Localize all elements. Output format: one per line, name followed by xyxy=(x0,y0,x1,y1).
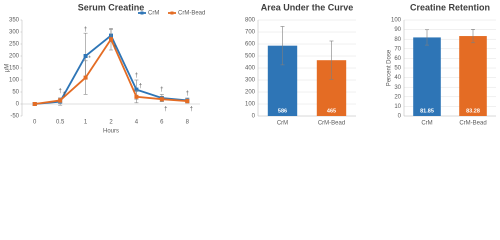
x-tick-label: CrM xyxy=(421,121,432,127)
legend-label: CrM xyxy=(148,11,159,17)
bar xyxy=(459,36,487,116)
chart-title: Area Under the Curve xyxy=(261,2,354,12)
data-point xyxy=(83,54,88,58)
y-tick-label: 300 xyxy=(245,78,256,84)
x-tick-label: 0 xyxy=(33,120,37,126)
y-tick-label: 400 xyxy=(245,66,256,72)
x-tick-label: CrM-Bead xyxy=(318,121,345,127)
y-tick-label: 800 xyxy=(245,18,256,24)
data-point xyxy=(58,98,63,103)
annotation: † xyxy=(186,91,189,97)
x-tick-label: 6 xyxy=(160,120,164,126)
x-tick-label: 0.5 xyxy=(56,120,65,126)
x-tick-label: 4 xyxy=(135,120,139,126)
annotation: † xyxy=(164,106,167,112)
x-tick-label: 2 xyxy=(109,120,113,126)
y-tick-label: 300 xyxy=(9,30,20,36)
value-label: 81.85 xyxy=(420,108,434,114)
y-axis-label: Percent Dose xyxy=(387,49,393,86)
y-tick-label: 350 xyxy=(9,18,20,24)
annotation: † xyxy=(84,27,87,33)
y-tick-label: 100 xyxy=(391,18,402,24)
annotation: * xyxy=(88,56,91,62)
annotation: † xyxy=(190,106,193,112)
value-label: 586 xyxy=(278,108,287,114)
y-tick-label: 700 xyxy=(245,30,256,36)
chart-title: Serum Creatine xyxy=(78,2,145,12)
annotation: † xyxy=(62,92,65,98)
annotation: † xyxy=(113,45,116,51)
y-tick-label: 60 xyxy=(394,56,401,62)
value-label: 83.28 xyxy=(466,108,480,114)
data-point xyxy=(185,99,190,104)
x-tick-label: CrM xyxy=(277,121,288,127)
y-tick-label: 30 xyxy=(394,85,401,91)
y-axis-label: μM xyxy=(5,64,11,72)
data-point xyxy=(134,94,139,99)
figure: Serum CreatineμMHours-500501001502002503… xyxy=(5,2,496,135)
annotation: † xyxy=(160,87,163,93)
y-tick-label: 20 xyxy=(394,94,401,100)
y-tick-label: 100 xyxy=(9,78,20,84)
bar xyxy=(413,37,441,117)
y-tick-label: -50 xyxy=(10,114,19,120)
chart-title: Creatine Retention xyxy=(410,2,490,12)
y-tick-label: 0 xyxy=(252,114,256,120)
data-point xyxy=(109,37,113,42)
y-tick-label: 90 xyxy=(394,27,401,33)
y-tick-label: 200 xyxy=(9,54,20,60)
data-point xyxy=(159,97,164,102)
annotation: † xyxy=(139,84,142,90)
y-tick-label: 200 xyxy=(245,90,256,96)
annotation: † xyxy=(58,88,61,94)
y-tick-label: 100 xyxy=(245,102,256,108)
data-point xyxy=(83,75,88,80)
y-tick-label: 10 xyxy=(394,104,401,110)
annotation: † xyxy=(135,73,138,79)
y-tick-label: 80 xyxy=(394,37,401,43)
y-tick-label: 0 xyxy=(16,102,20,108)
value-label: 465 xyxy=(327,108,336,114)
y-tick-label: 600 xyxy=(245,42,256,48)
x-tick-label: 1 xyxy=(84,120,88,126)
y-tick-label: 250 xyxy=(9,42,20,48)
y-tick-label: 0 xyxy=(398,114,402,120)
x-tick-label: 8 xyxy=(186,120,190,126)
y-tick-label: 50 xyxy=(12,90,19,96)
data-point xyxy=(134,87,139,92)
x-tick-label: CrM-Bead xyxy=(459,121,486,127)
legend-label: CrM-Bead xyxy=(178,11,205,17)
data-point xyxy=(32,102,37,106)
y-tick-label: 70 xyxy=(394,46,401,52)
legend-marker xyxy=(170,11,174,15)
x-axis-label: Hours xyxy=(103,129,119,135)
y-tick-label: 50 xyxy=(394,66,401,72)
y-tick-label: 500 xyxy=(245,54,256,60)
y-tick-label: 150 xyxy=(9,66,20,72)
legend-marker xyxy=(140,11,144,15)
y-tick-label: 40 xyxy=(394,75,401,81)
